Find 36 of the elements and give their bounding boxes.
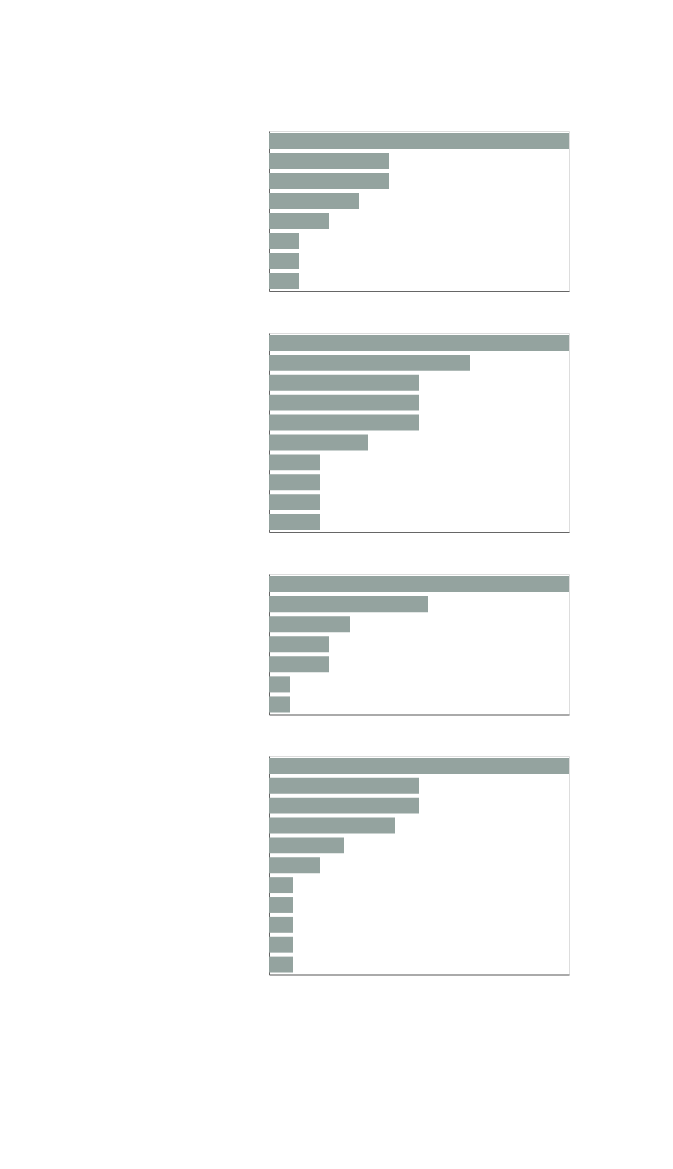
bar [269,414,419,431]
bar [269,916,293,933]
bar [269,173,389,189]
bar [269,676,290,693]
bar [269,956,293,973]
bar [269,797,419,814]
bar [269,596,428,613]
bar [269,656,329,673]
bar [269,334,569,351]
bar [269,857,320,874]
bar [269,153,389,169]
bar [269,936,293,953]
bar [269,837,344,854]
bar [269,193,359,209]
bar [269,133,569,149]
bar [269,213,329,229]
bar [269,374,419,391]
bar [269,616,350,633]
bar [269,474,320,491]
bar [269,514,320,531]
bar [269,757,569,774]
bar [269,576,569,593]
bar [269,354,470,371]
bar [269,394,419,411]
bar [269,273,299,289]
bar [269,877,293,894]
bar [269,494,320,511]
bar [269,777,419,794]
bar [269,253,299,269]
bar [269,434,368,451]
bar [269,897,293,913]
bar [269,696,290,713]
bar [269,636,329,653]
bar [269,233,299,249]
bar [269,817,395,834]
bar [269,454,320,471]
